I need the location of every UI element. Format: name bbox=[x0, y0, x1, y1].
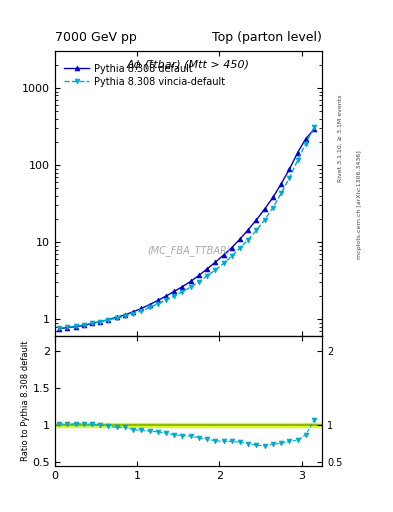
Pythia 8.308 vincia-default bbox=[114, 315, 119, 322]
Pythia 8.308 vincia-default bbox=[287, 175, 292, 181]
Pythia 8.308 default bbox=[172, 288, 176, 294]
Pythia 8.308 default bbox=[106, 316, 111, 323]
Pythia 8.308 default bbox=[238, 236, 242, 242]
Pythia 8.308 vincia-default bbox=[57, 325, 61, 331]
Pythia 8.308 vincia-default bbox=[81, 322, 86, 328]
Pythia 8.308 vincia-default bbox=[221, 260, 226, 266]
Pythia 8.308 default bbox=[180, 284, 185, 290]
Pythia 8.308 default bbox=[287, 166, 292, 173]
Pythia 8.308 vincia-default bbox=[295, 157, 300, 163]
Text: (MC_FBA_TTBAR): (MC_FBA_TTBAR) bbox=[147, 245, 230, 256]
Pythia 8.308 vincia-default bbox=[65, 324, 70, 330]
Text: Top (parton level): Top (parton level) bbox=[212, 31, 322, 44]
Pythia 8.308 default bbox=[230, 245, 234, 251]
Pythia 8.308 default bbox=[270, 195, 275, 201]
Pythia 8.308 default bbox=[123, 312, 127, 318]
Pythia 8.308 vincia-default bbox=[238, 245, 242, 251]
Pythia 8.308 vincia-default bbox=[246, 237, 251, 243]
Pythia 8.308 vincia-default bbox=[205, 273, 209, 279]
Pythia 8.308 default bbox=[65, 325, 70, 331]
Pythia 8.308 default bbox=[263, 206, 267, 212]
Pythia 8.308 vincia-default bbox=[73, 323, 78, 329]
Pythia 8.308 vincia-default bbox=[213, 267, 218, 273]
Pythia 8.308 vincia-default bbox=[263, 217, 267, 223]
Pythia 8.308 vincia-default bbox=[139, 308, 144, 314]
Pythia 8.308 default bbox=[196, 272, 201, 279]
Pythia 8.308 default bbox=[221, 252, 226, 258]
Pythia 8.308 default bbox=[73, 324, 78, 330]
Pythia 8.308 vincia-default bbox=[188, 284, 193, 290]
Pythia 8.308 default bbox=[147, 302, 152, 308]
Text: Rivet 3.1.10, ≥ 3.1M events: Rivet 3.1.10, ≥ 3.1M events bbox=[338, 95, 342, 182]
Pythia 8.308 default bbox=[90, 321, 94, 327]
Text: 7000 GeV pp: 7000 GeV pp bbox=[55, 31, 137, 44]
Line: Pythia 8.308 vincia-default: Pythia 8.308 vincia-default bbox=[57, 125, 316, 331]
Pythia 8.308 default bbox=[246, 227, 251, 233]
Pythia 8.308 default bbox=[57, 326, 61, 332]
Text: mcplots.cern.ch [arXiv:1306.3436]: mcplots.cern.ch [arXiv:1306.3436] bbox=[357, 151, 362, 259]
Pythia 8.308 vincia-default bbox=[90, 320, 94, 326]
Line: Pythia 8.308 default: Pythia 8.308 default bbox=[57, 127, 316, 331]
Pythia 8.308 default bbox=[156, 297, 160, 304]
Pythia 8.308 default bbox=[303, 136, 308, 142]
Pythia 8.308 default bbox=[163, 293, 168, 299]
Pythia 8.308 vincia-default bbox=[163, 297, 168, 303]
Pythia 8.308 default bbox=[98, 318, 103, 325]
Legend: Pythia 8.308 default, Pythia 8.308 vincia-default: Pythia 8.308 default, Pythia 8.308 vinci… bbox=[62, 62, 227, 89]
Pythia 8.308 vincia-default bbox=[279, 190, 283, 197]
Pythia 8.308 default bbox=[188, 279, 193, 285]
Pythia 8.308 default bbox=[254, 217, 259, 223]
Pythia 8.308 default bbox=[81, 323, 86, 329]
Pythia 8.308 vincia-default bbox=[230, 253, 234, 259]
Pythia 8.308 vincia-default bbox=[303, 140, 308, 146]
Bar bbox=[55, 423, 322, 428]
Text: Δϕ (t̅tbar) (Mtt > 450): Δϕ (t̅tbar) (Mtt > 450) bbox=[127, 60, 250, 70]
Pythia 8.308 default bbox=[205, 266, 209, 272]
Pythia 8.308 default bbox=[295, 150, 300, 156]
Pythia 8.308 vincia-default bbox=[98, 318, 103, 325]
Pythia 8.308 vincia-default bbox=[131, 311, 136, 317]
Pythia 8.308 default bbox=[131, 309, 136, 315]
Pythia 8.308 default bbox=[279, 181, 283, 187]
Pythia 8.308 vincia-default bbox=[196, 279, 201, 285]
Pythia 8.308 vincia-default bbox=[156, 301, 160, 307]
Pythia 8.308 vincia-default bbox=[106, 317, 111, 323]
Pythia 8.308 default bbox=[114, 314, 119, 321]
Pythia 8.308 vincia-default bbox=[312, 124, 316, 130]
Pythia 8.308 vincia-default bbox=[147, 305, 152, 311]
Pythia 8.308 default bbox=[312, 126, 316, 133]
Pythia 8.308 vincia-default bbox=[123, 313, 127, 319]
Pythia 8.308 vincia-default bbox=[172, 293, 176, 299]
Pythia 8.308 vincia-default bbox=[270, 205, 275, 211]
Pythia 8.308 default bbox=[139, 305, 144, 311]
Pythia 8.308 vincia-default bbox=[180, 289, 185, 295]
Pythia 8.308 default bbox=[213, 259, 218, 265]
Pythia 8.308 vincia-default bbox=[254, 227, 259, 233]
Y-axis label: Ratio to Pythia 8.308 default: Ratio to Pythia 8.308 default bbox=[21, 341, 30, 461]
